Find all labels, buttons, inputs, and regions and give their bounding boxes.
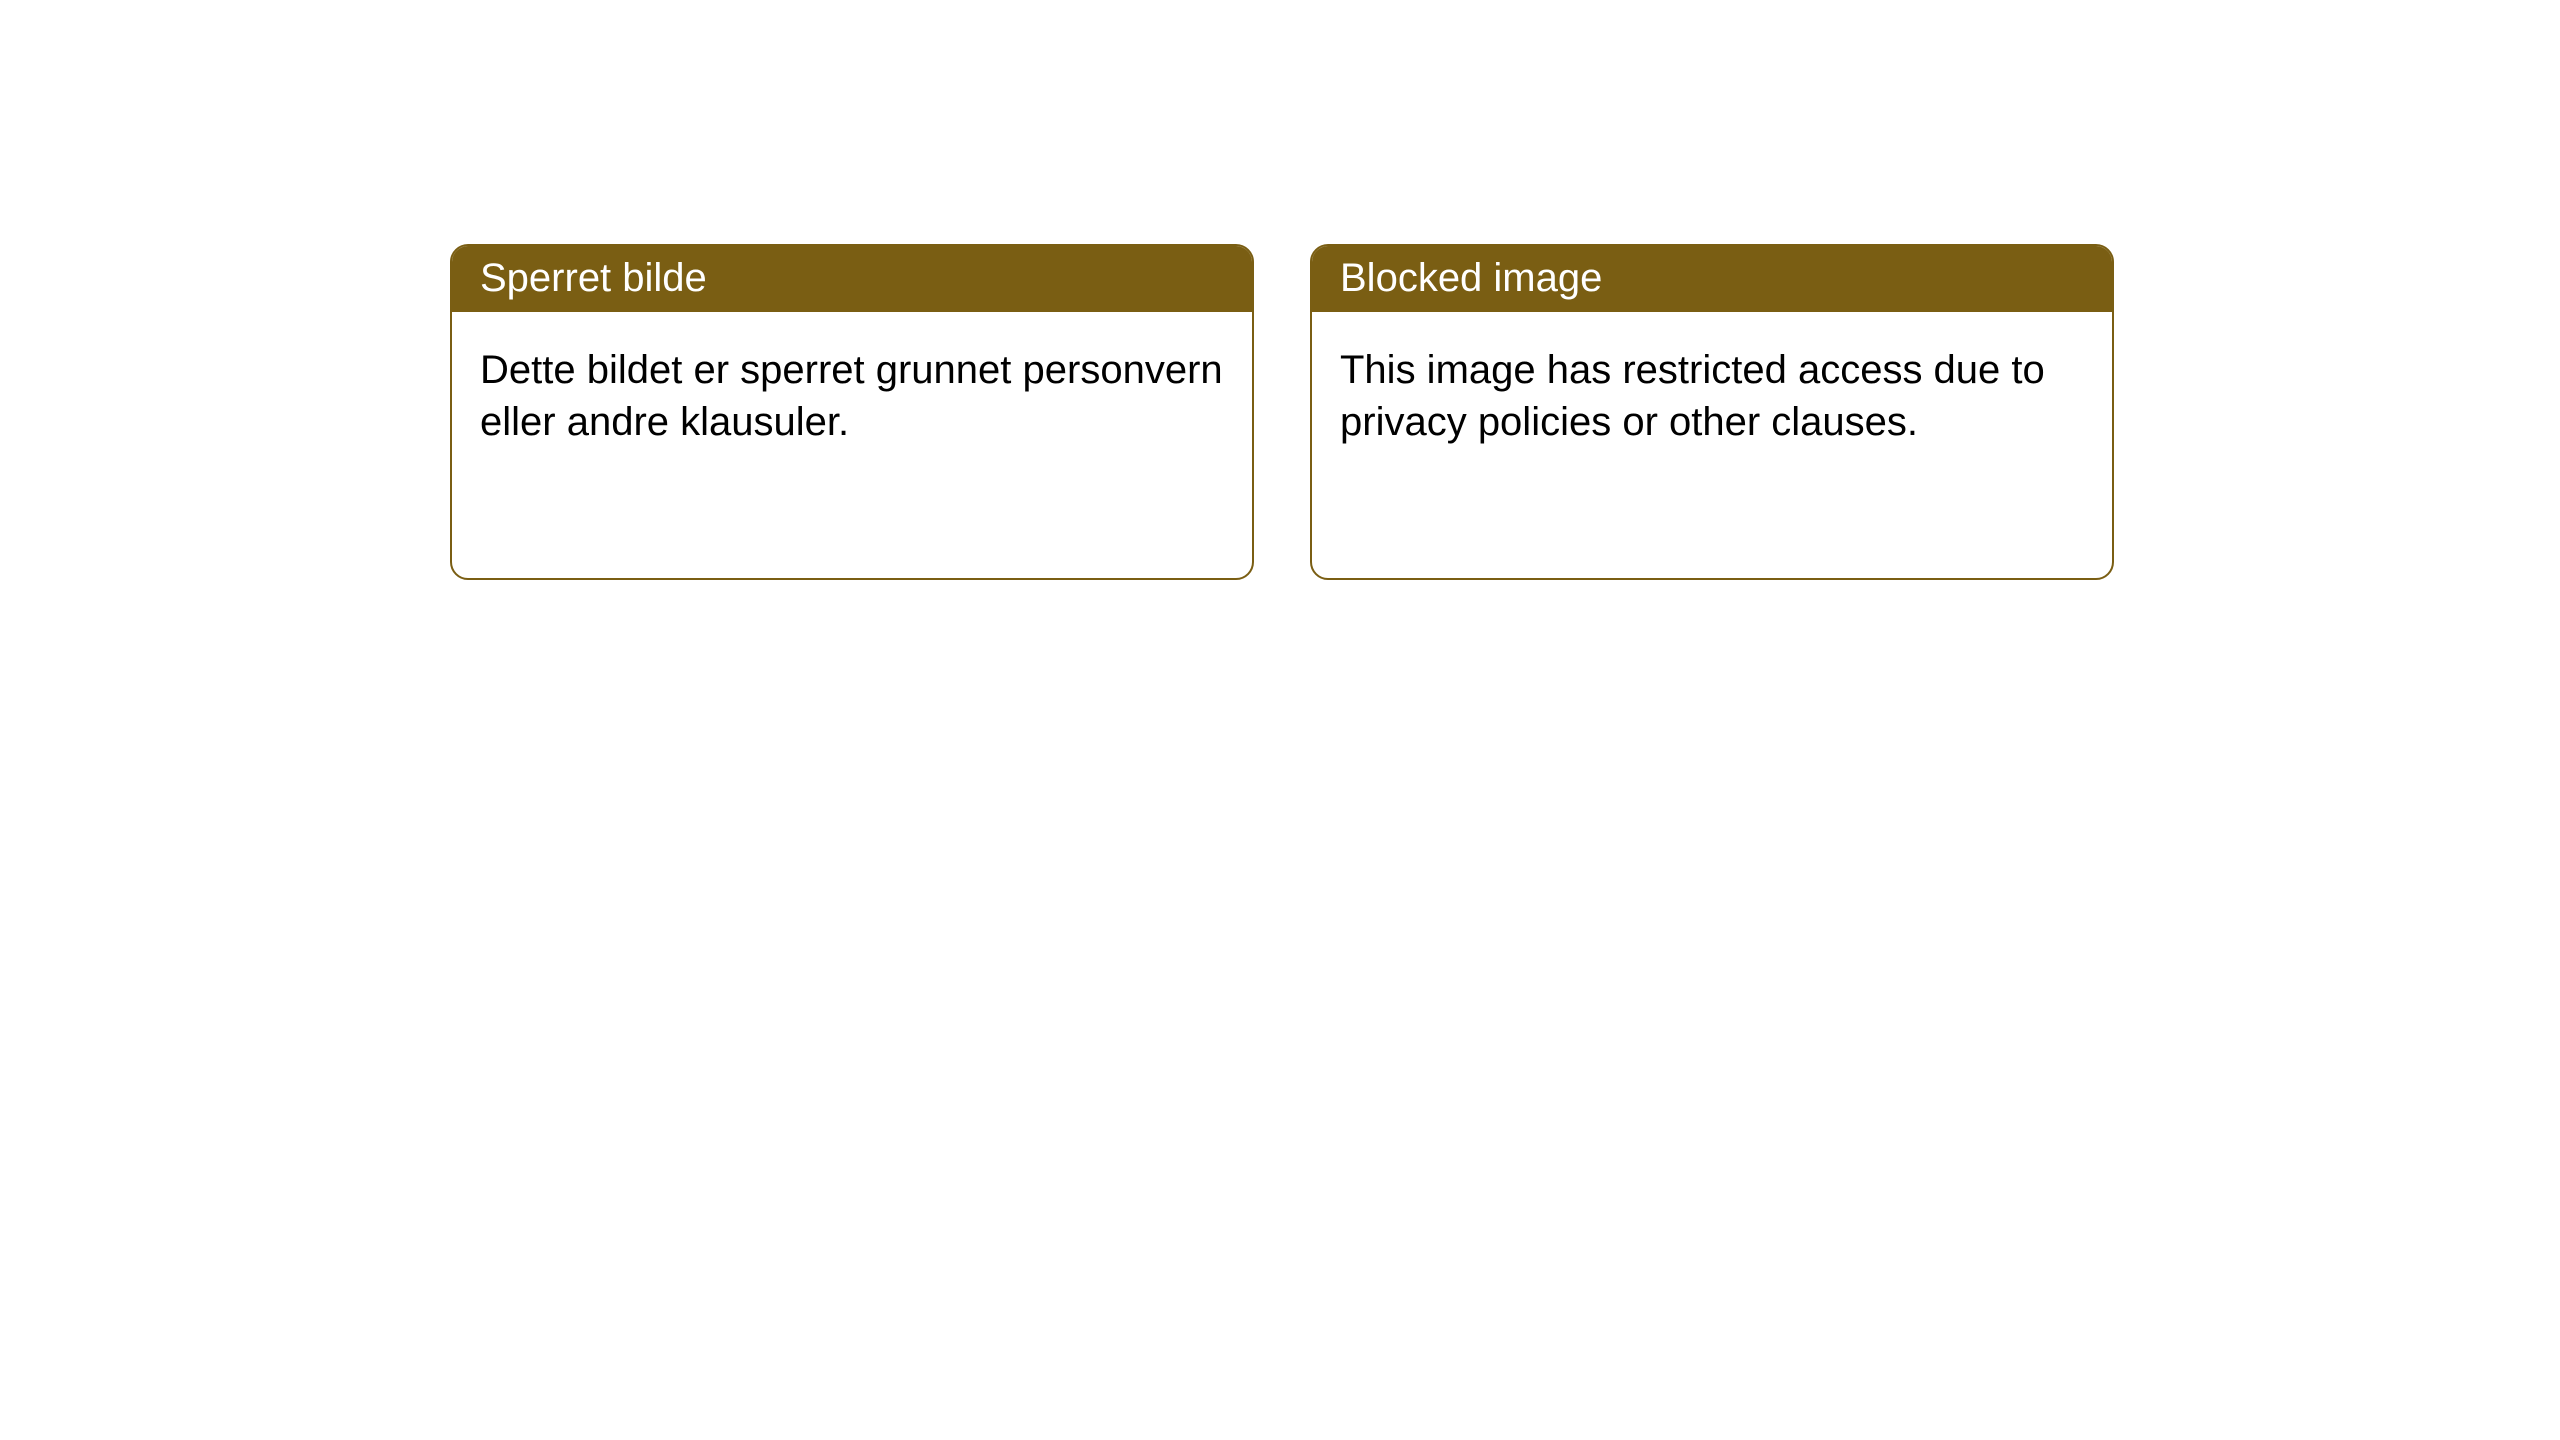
blocked-image-card-no: Sperret bilde Dette bildet er sperret gr… — [450, 244, 1254, 580]
notice-cards-container: Sperret bilde Dette bildet er sperret gr… — [0, 0, 2560, 580]
card-body: This image has restricted access due to … — [1312, 312, 2112, 480]
card-body-text: Dette bildet er sperret grunnet personve… — [480, 348, 1223, 444]
card-body-text: This image has restricted access due to … — [1340, 348, 2045, 444]
card-title: Blocked image — [1340, 256, 1602, 300]
card-header: Sperret bilde — [452, 246, 1252, 312]
card-body: Dette bildet er sperret grunnet personve… — [452, 312, 1252, 480]
card-header: Blocked image — [1312, 246, 2112, 312]
blocked-image-card-en: Blocked image This image has restricted … — [1310, 244, 2114, 580]
card-title: Sperret bilde — [480, 256, 707, 300]
